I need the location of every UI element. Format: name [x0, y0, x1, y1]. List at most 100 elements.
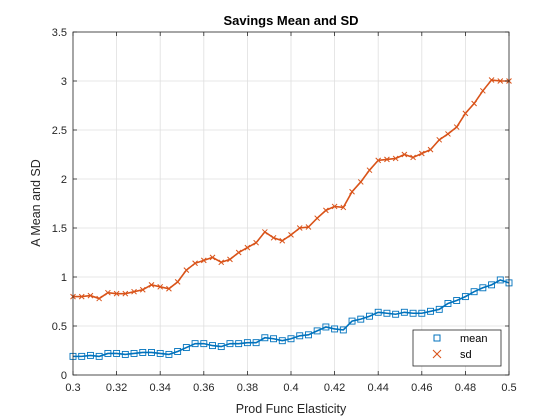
chart-title: Savings Mean and SD: [223, 13, 358, 28]
data-point-mean: [461, 293, 469, 301]
data-point-sd: [471, 100, 477, 107]
legend-sd-marker: [432, 349, 442, 359]
data-point-mean: [78, 352, 86, 360]
y-tick-label: 3: [61, 76, 67, 88]
data-point-mean: [156, 349, 164, 357]
data-point-sd: [183, 267, 190, 273]
data-point-sd: [122, 290, 129, 297]
data-point-sd: [410, 154, 416, 161]
data-point-sd: [113, 290, 120, 297]
data-point-mean: [357, 315, 365, 323]
data-point-mean: [383, 309, 391, 317]
data-point-mean: [392, 310, 400, 318]
data-point-sd: [497, 78, 504, 84]
x-axis-label: Prod Func Elasticity: [236, 402, 347, 416]
data-point-mean: [435, 305, 443, 313]
data-point-mean: [287, 335, 295, 343]
y-tick-label: 0.5: [52, 321, 67, 333]
x-tick-label: 0.42: [324, 382, 345, 394]
legend-sd-label: sd: [460, 349, 472, 361]
data-point-mean: [479, 284, 487, 292]
data-point-sd: [200, 257, 207, 264]
y-tick-label: 3.5: [52, 27, 67, 39]
y-tick-label: 1: [61, 272, 67, 284]
data-point-sd: [323, 207, 329, 214]
data-point-sd: [357, 179, 364, 185]
data-point-sd: [244, 244, 251, 251]
data-point-sd: [157, 283, 164, 290]
data-point-mean: [209, 342, 216, 350]
data-point-sd: [279, 237, 286, 244]
data-point-sd: [253, 239, 259, 246]
data-point-mean: [444, 300, 452, 307]
data-point-mean: [121, 350, 129, 358]
data-point-sd: [148, 281, 155, 288]
x-tick-label: 0.36: [193, 382, 214, 394]
data-point-mean: [217, 343, 225, 351]
data-point-sd: [209, 254, 216, 261]
series-layer: [69, 77, 513, 360]
data-point-sd: [340, 204, 347, 211]
y-tick-label: 2: [61, 174, 67, 186]
data-point-sd: [384, 156, 390, 163]
x-tick-label: 0.32: [106, 382, 127, 394]
data-point-sd: [453, 124, 460, 130]
legend-mean-label: mean: [460, 333, 488, 345]
data-point-mean: [165, 350, 173, 358]
data-point-mean: [331, 325, 339, 333]
x-tick-label: 0.48: [455, 382, 476, 394]
y-tick-labels: 0 0.5 1 1.5 2 2.5 3 3.5: [52, 27, 67, 382]
data-point-mean: [409, 309, 417, 317]
data-point-mean: [313, 327, 321, 335]
data-point-mean: [418, 309, 426, 317]
data-point-sd: [401, 151, 408, 158]
data-point-sd: [270, 234, 277, 241]
data-point-mean: [261, 334, 269, 342]
data-point-sd: [96, 295, 103, 302]
data-point-sd: [166, 285, 172, 292]
data-point-sd: [174, 279, 181, 285]
x-tick-label: 0.5: [501, 382, 516, 394]
data-point-mean: [470, 288, 478, 296]
data-point-mean: [148, 349, 155, 356]
data-point-sd: [288, 232, 294, 238]
data-point-mean: [366, 312, 373, 320]
data-point-mean: [427, 307, 434, 315]
data-point-sd: [436, 136, 443, 143]
x-tick-label: 0.44: [367, 382, 388, 394]
data-point-sd: [105, 289, 111, 296]
data-point-sd: [445, 131, 451, 137]
data-point-mean: [278, 337, 286, 345]
data-point-sd: [78, 293, 85, 300]
y-tick-label: 2.5: [52, 125, 67, 137]
data-point-mean: [243, 339, 251, 347]
data-point-sd: [331, 203, 338, 210]
y-tick-label: 1.5: [52, 223, 67, 235]
data-point-mean: [191, 340, 199, 348]
y-axis-label: A Mean and SD: [29, 159, 43, 247]
x-tick-label: 0.38: [237, 382, 258, 394]
data-point-sd: [227, 256, 233, 263]
data-point-mean: [270, 335, 278, 343]
data-point-mean: [104, 349, 112, 357]
data-point-mean: [130, 349, 138, 357]
data-point-sd: [314, 215, 321, 222]
data-point-sd: [296, 225, 303, 231]
x-tick-label: 0.4: [283, 382, 298, 394]
legend: mean sd: [412, 329, 502, 367]
data-point-mean: [235, 340, 243, 348]
x-tick-labels: 0.3 0.32 0.34 0.36 0.38 0.4 0.42 0.44 0.46 0.48 0.…: [65, 382, 516, 394]
data-point-mean: [174, 348, 182, 355]
data-point-sd: [235, 249, 242, 256]
data-point-mean: [374, 308, 382, 316]
data-point-sd: [427, 146, 434, 153]
data-point-mean: [400, 308, 408, 316]
data-point-mean: [348, 317, 356, 325]
data-point-mean: [252, 339, 260, 347]
data-point-sd: [87, 292, 94, 299]
ticks: [72, 31, 510, 376]
data-point-mean: [86, 351, 94, 359]
x-tick-label: 0.3: [65, 382, 80, 394]
y-tick-label: 0: [61, 370, 67, 382]
